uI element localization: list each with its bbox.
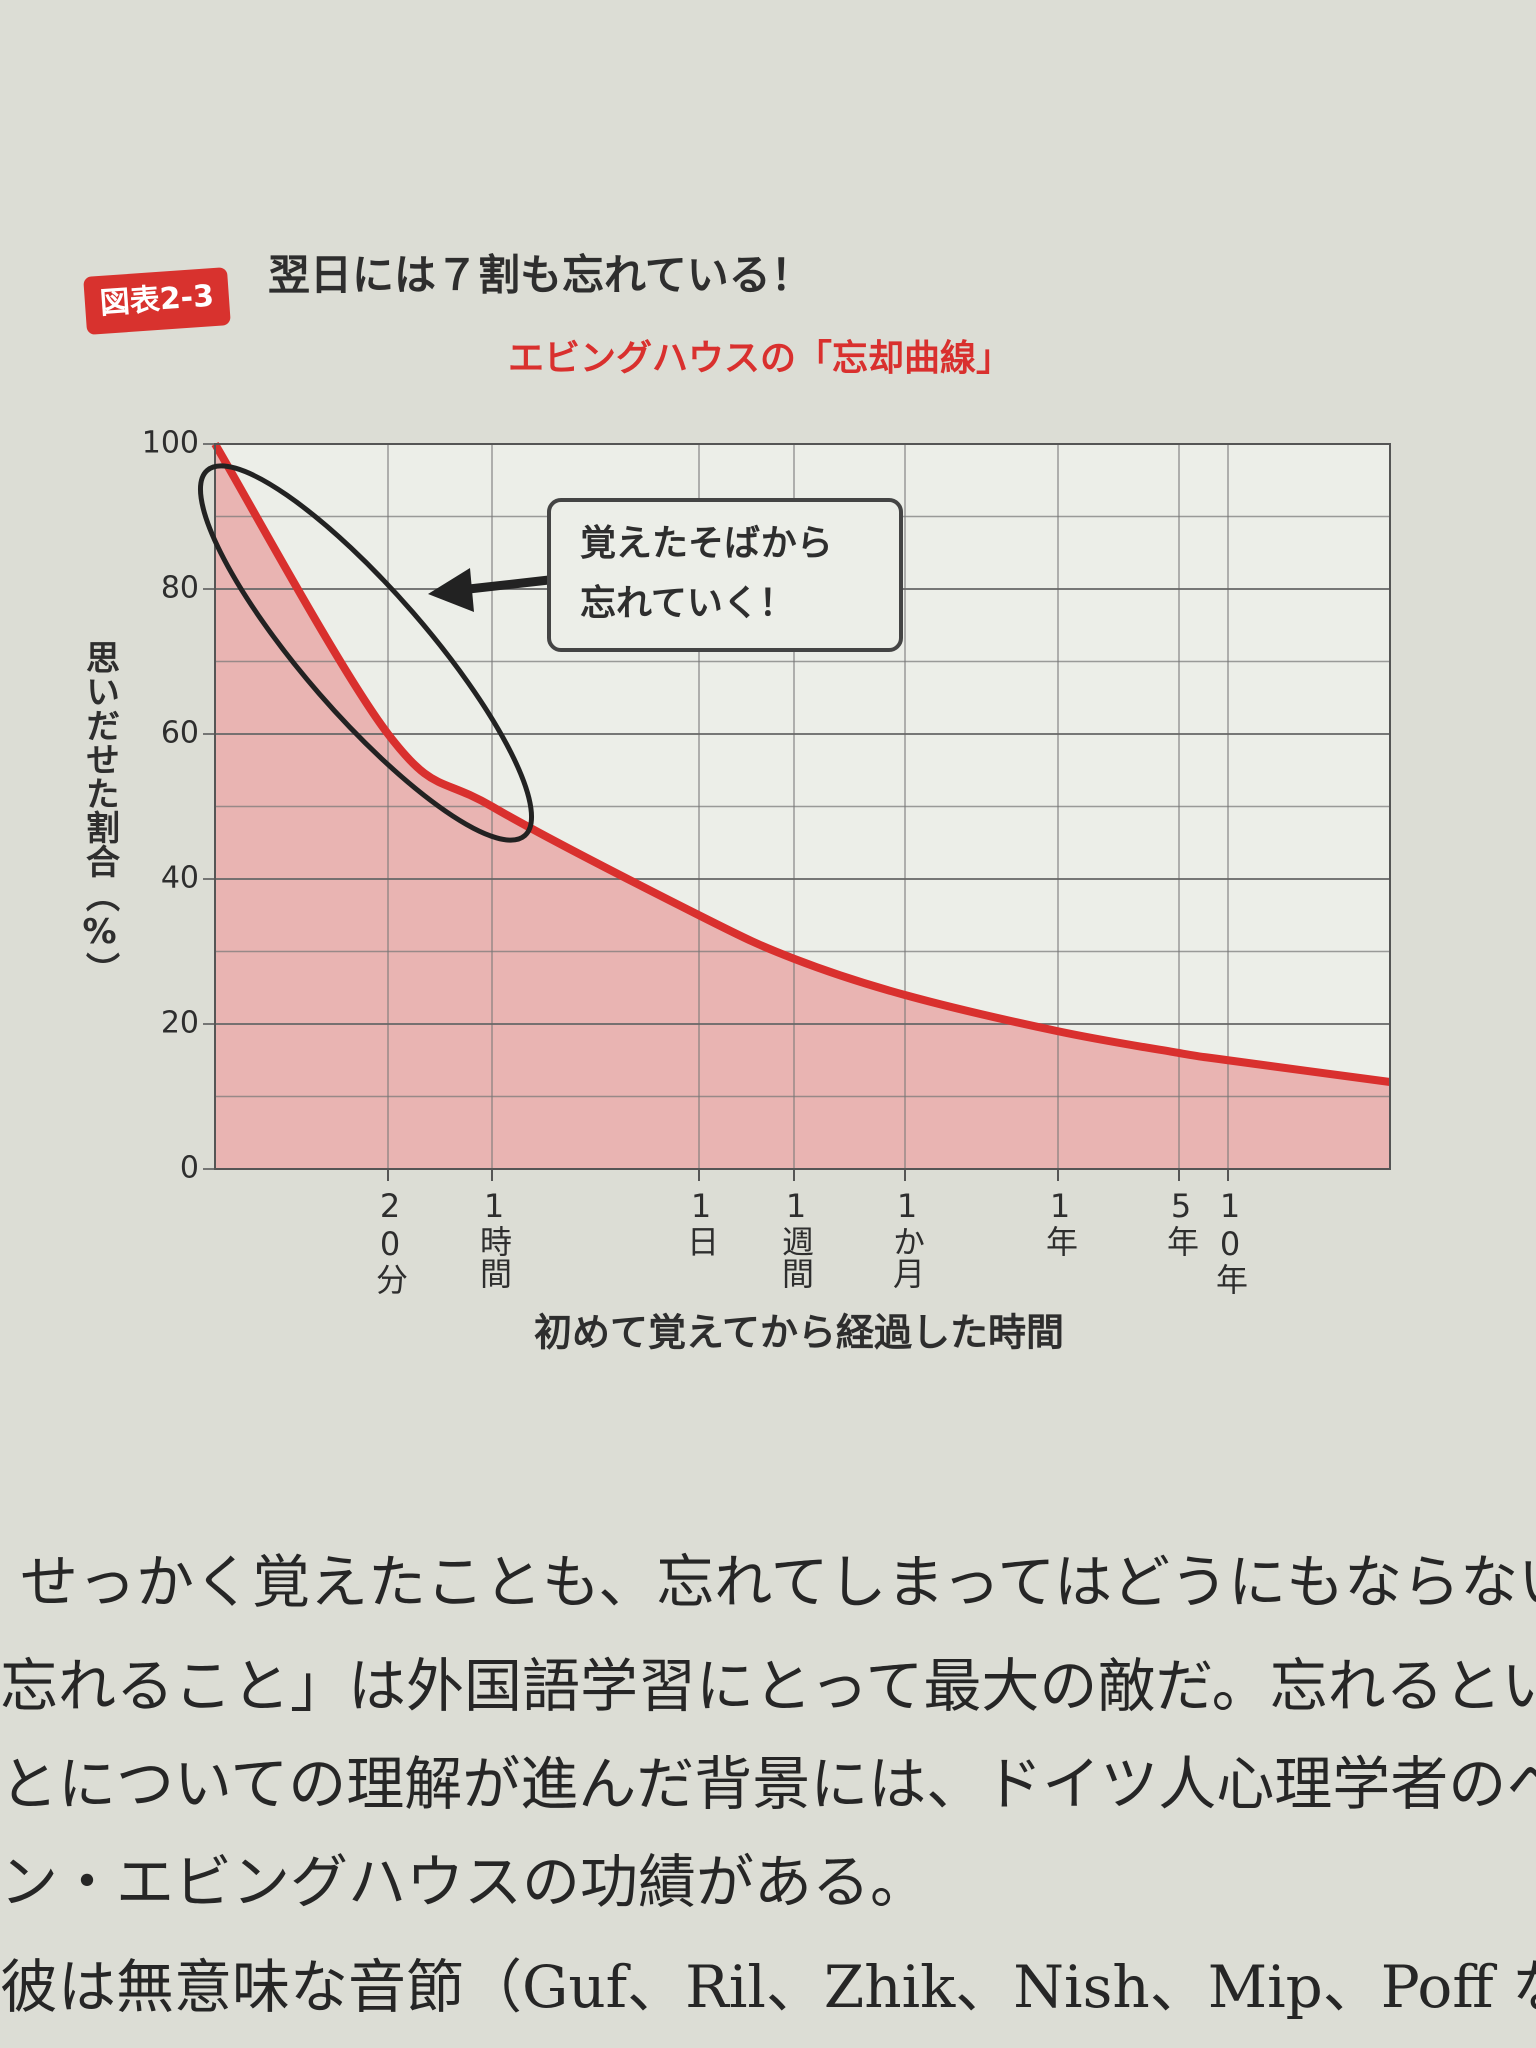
x-axis-label: 初めて覚えてから経過した時間 xyxy=(534,1311,1064,1355)
x-tick-label: 10年 xyxy=(1211,1187,1249,1295)
arrow-shaft xyxy=(459,575,550,595)
figure-tag xyxy=(83,267,231,335)
body-text: せっかく覚えたことも、忘れてしまってはどうにもならない。忘れること」は外国語学習… xyxy=(0,1548,1536,2021)
plot-frame xyxy=(214,443,1391,1170)
x-tick-label: 1週間 xyxy=(777,1187,815,1289)
x-tick-label: 1時間 xyxy=(475,1187,513,1289)
area xyxy=(215,444,1390,1169)
y-tick-label: 20 xyxy=(161,1006,199,1041)
x-tick-label: 1日 xyxy=(682,1187,720,1257)
line xyxy=(211,441,1391,1086)
body-line: 彼は無意味な音節（Guf、Ril、Zhik、Nish、Mip、Poff など） xyxy=(0,1953,1536,2021)
x-tick-label: 1年 xyxy=(1041,1187,1079,1257)
y-tick-label: 0 xyxy=(180,1151,199,1186)
x-tick-label: 1か月 xyxy=(888,1187,926,1289)
highlight-ellipse xyxy=(197,463,535,843)
body-line: せっかく覚えたことも、忘れてしまってはどうにもならない。 xyxy=(20,1548,1536,1616)
y-tick-label: 80 xyxy=(161,571,199,606)
y-tick-label: 100 xyxy=(142,426,199,461)
callout-text: 忘れていく！ xyxy=(580,583,795,624)
y-tick-label: 60 xyxy=(161,716,199,751)
chart-title: エビングハウスの「忘却曲線」 xyxy=(508,338,1012,379)
body-line: ン・エビングハウスの功績がある。 xyxy=(0,1848,928,1916)
callout-box xyxy=(547,498,903,652)
x-tick-label: 5年 xyxy=(1162,1187,1200,1257)
y-tick-label: 40 xyxy=(161,861,199,896)
y-axis-label: 思いだせた割合（%） xyxy=(80,640,120,986)
body-line: とについての理解が進んだ背景には、ドイツ人心理学者のヘル xyxy=(0,1750,1536,1818)
figure-label: 図表2-3 xyxy=(99,279,215,322)
heading: 翌日には７割も忘れている！ xyxy=(268,251,813,300)
x-tick-label: 20分 xyxy=(371,1187,409,1295)
arrow-head xyxy=(428,568,474,612)
body-line: 忘れること」は外国語学習にとって最大の敵だ。忘れるという xyxy=(0,1652,1536,1720)
callout-text: 覚えたそばから xyxy=(580,523,833,564)
